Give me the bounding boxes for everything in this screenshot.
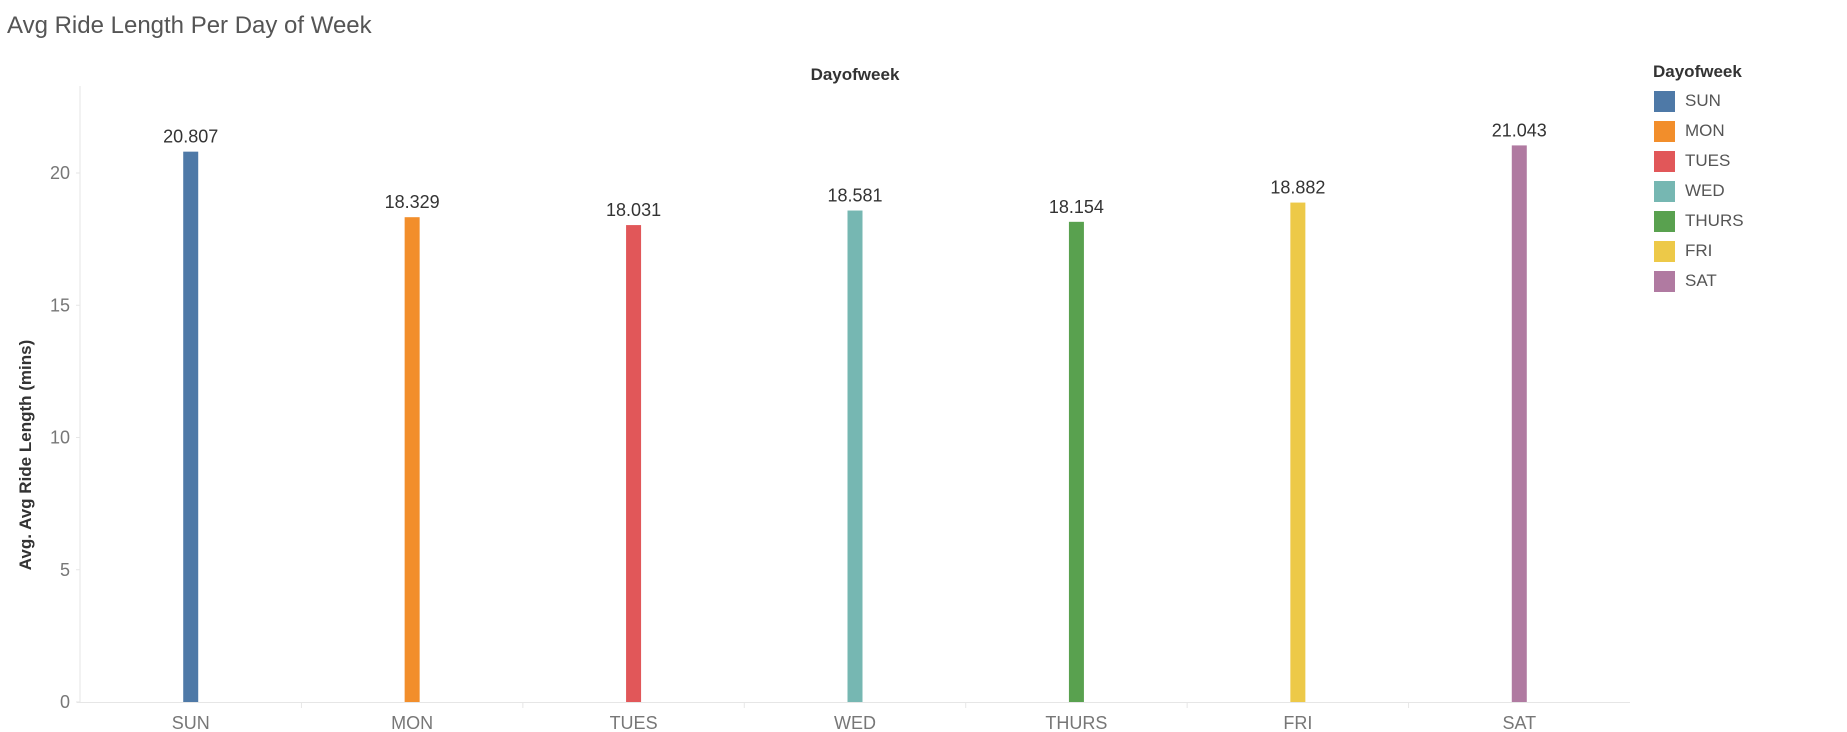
legend-label: FRI [1685,241,1713,260]
bar-value-label: 21.043 [1492,120,1547,140]
x-tick-label: SAT [1502,713,1536,732]
legend-label: SUN [1685,91,1721,110]
bar-mon [404,217,420,703]
legend-item-mon: MON [1653,116,1744,146]
legend-label: SAT [1685,271,1717,290]
bar-value-label: 18.154 [1049,197,1104,217]
bar-value-label: 18.581 [827,186,882,206]
x-tick-label: THURS [1045,713,1107,732]
bar-wed [847,210,863,703]
legend-swatch [1654,210,1675,232]
legend: Dayofweek SUN MON TUES WED THURS FRI SAT [1653,62,1744,296]
x-tick-label: TUES [610,713,658,732]
x-tick-label: SUN [172,713,210,732]
bar-chart: Dayofweek Avg. Avg Ride Length (mins) 0 5 10… [16,65,1630,732]
legend-swatch [1654,270,1675,292]
legend-item-wed: WED [1653,176,1744,206]
bar-value-label: 18.882 [1270,178,1325,198]
x-tick-label: MON [391,713,433,732]
bar-sat [1511,145,1527,702]
legend-label: THURS [1685,211,1744,230]
legend-label: WED [1685,181,1725,200]
legend-item-sat: SAT [1653,266,1744,296]
bar-tues [626,225,642,702]
legend-item-sun: SUN [1653,86,1744,116]
y-axis-title: Avg. Avg Ride Length (mins) [16,340,35,570]
legend-swatch [1654,90,1675,112]
bar-fri [1290,202,1306,702]
bar-sun [183,151,199,702]
y-tick-label: 0 [60,692,70,712]
legend-swatch [1654,120,1675,142]
y-tick-label: 20 [50,163,70,183]
legend-item-fri: FRI [1653,236,1744,266]
legend-label: TUES [1685,151,1731,170]
legend-swatch [1654,180,1675,202]
y-tick-label: 15 [50,295,70,315]
legend-swatch [1654,240,1675,262]
bar-value-label: 18.329 [385,192,440,212]
legend-swatch [1654,150,1675,172]
column-header: Dayofweek [811,65,900,84]
bar-value-label: 20.807 [163,127,218,147]
legend-items: SUN MON TUES WED THURS FRI SAT [1653,86,1744,296]
y-tick-label: 10 [50,428,70,448]
legend-item-thurs: THURS [1653,206,1744,236]
x-tick-label: WED [834,713,876,732]
y-tick-label: 5 [60,560,70,580]
legend-item-tues: TUES [1653,146,1744,176]
bar-value-label: 18.031 [606,200,661,220]
legend-title: Dayofweek [1653,62,1742,81]
legend-label: MON [1685,121,1725,140]
page-title: Avg Ride Length Per Day of Week [7,12,372,39]
x-tick-label: FRI [1283,713,1312,732]
bar-thurs [1068,221,1084,702]
